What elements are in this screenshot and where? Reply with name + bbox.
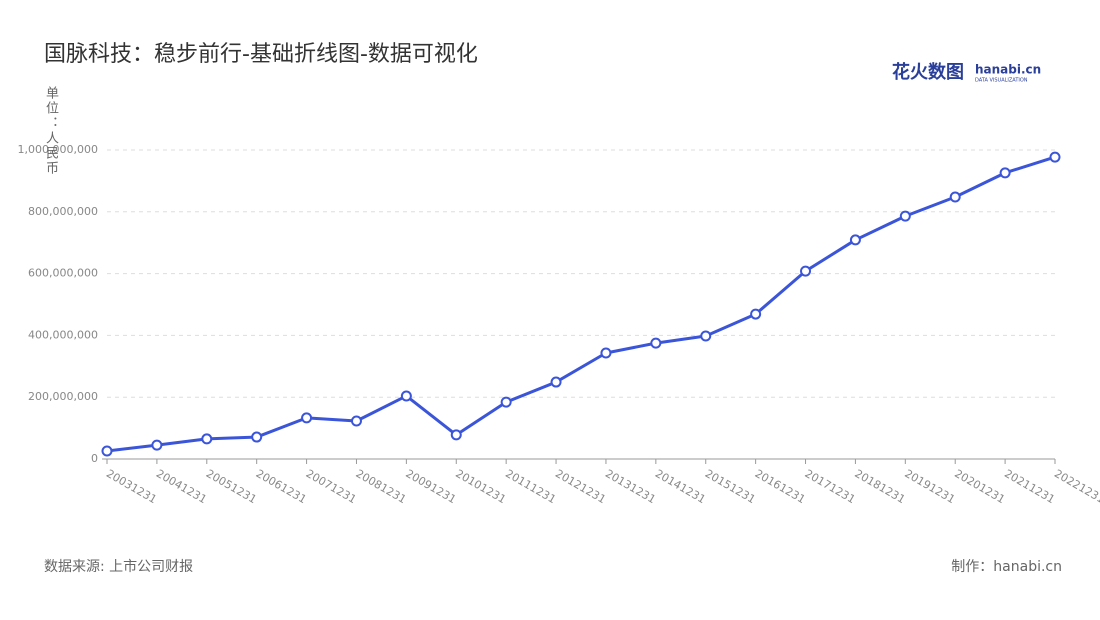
point — [650, 337, 662, 349]
point — [550, 376, 562, 388]
y-tick-label: 600,000,000 — [28, 267, 98, 280]
x-tick-label: 20081231 — [353, 467, 408, 506]
point — [750, 308, 762, 320]
x-tick-label: 20161231 — [753, 467, 808, 506]
x-tick-label: 20071231 — [304, 467, 359, 506]
x-tick-label: 20191231 — [902, 467, 957, 506]
x-tick-label: 20101231 — [453, 467, 508, 506]
point — [849, 234, 861, 246]
x-tick-label: 20091231 — [403, 467, 458, 506]
logo-tag: DATA VISUALIZATION — [975, 78, 1028, 84]
line — [106, 155, 1056, 453]
logo: 花火数图 — [892, 61, 964, 83]
y-tick-label: 0 — [91, 452, 98, 465]
x-tick-label: 20111231 — [503, 467, 558, 506]
point — [450, 429, 462, 441]
y-tick-label: 200,000,000 — [28, 390, 98, 403]
point — [700, 330, 712, 342]
point — [1049, 151, 1061, 163]
x-tick-label: 20211231 — [1002, 467, 1057, 506]
point — [949, 191, 961, 203]
point — [899, 210, 911, 222]
y-tick-label: 1,000,000,000 — [18, 143, 98, 156]
x-tick-label: 20141231 — [653, 467, 708, 506]
point — [301, 412, 313, 424]
x-tick-label: 20171231 — [803, 467, 858, 506]
x-tick-label: 20181231 — [852, 467, 907, 506]
x-tick-label: 20031231 — [104, 467, 159, 506]
point — [800, 265, 812, 277]
point — [350, 415, 362, 427]
point — [400, 390, 412, 402]
x-tick-label: 20221231 — [1052, 467, 1100, 506]
point — [500, 396, 512, 408]
point — [999, 167, 1011, 179]
point — [251, 431, 263, 443]
x-tick-label: 20201231 — [952, 467, 1007, 506]
source: 数据来源: 上市公司财报 — [44, 558, 193, 575]
point — [201, 433, 213, 445]
x-tick-label: 20061231 — [254, 467, 309, 506]
logo-sub: hanabi.cn — [975, 63, 1041, 77]
point — [151, 439, 163, 451]
point — [600, 347, 612, 359]
x-tick-label: 20151231 — [703, 467, 758, 506]
chart-title: 国脉科技：稳步前行-基础折线图-数据可视化 — [44, 42, 478, 67]
y-tick-label: 400,000,000 — [28, 328, 98, 341]
y-axis-label: 单位：人民币 — [43, 86, 58, 176]
x-tick-label: 20041231 — [154, 467, 209, 506]
x-tick-label: 20051231 — [204, 467, 259, 506]
x-tick-label: 20131231 — [603, 467, 658, 506]
y-tick-label: 800,000,000 — [28, 205, 98, 218]
credit: 制作：hanabi.cn — [951, 559, 1062, 575]
point — [101, 445, 113, 457]
x-tick-label: 20121231 — [553, 467, 608, 506]
